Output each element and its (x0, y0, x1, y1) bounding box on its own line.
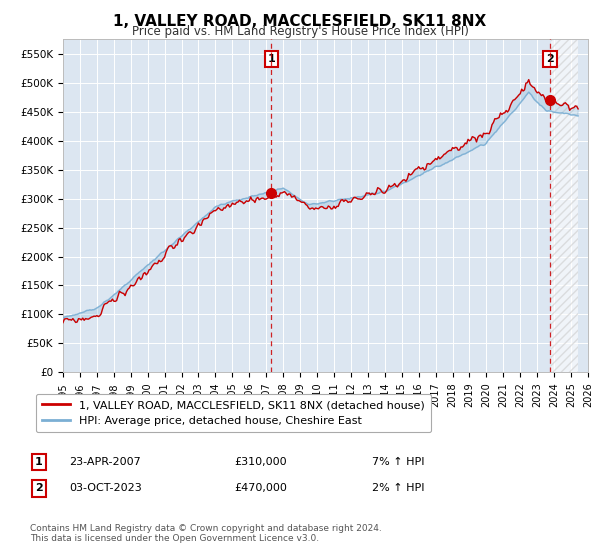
Text: Contains HM Land Registry data © Crown copyright and database right 2024.
This d: Contains HM Land Registry data © Crown c… (30, 524, 382, 543)
Text: £470,000: £470,000 (234, 483, 287, 493)
Text: 23-APR-2007: 23-APR-2007 (69, 457, 141, 467)
Text: 2% ↑ HPI: 2% ↑ HPI (372, 483, 425, 493)
Text: 2: 2 (546, 54, 554, 64)
Text: 1: 1 (35, 457, 43, 467)
Text: 1, VALLEY ROAD, MACCLESFIELD, SK11 8NX: 1, VALLEY ROAD, MACCLESFIELD, SK11 8NX (113, 14, 487, 29)
Text: Price paid vs. HM Land Registry's House Price Index (HPI): Price paid vs. HM Land Registry's House … (131, 25, 469, 38)
Legend: 1, VALLEY ROAD, MACCLESFIELD, SK11 8NX (detached house), HPI: Average price, det: 1, VALLEY ROAD, MACCLESFIELD, SK11 8NX (… (35, 394, 431, 432)
Text: 2: 2 (35, 483, 43, 493)
Text: 7% ↑ HPI: 7% ↑ HPI (372, 457, 425, 467)
Text: 1: 1 (268, 54, 275, 64)
Text: 03-OCT-2023: 03-OCT-2023 (69, 483, 142, 493)
Text: £310,000: £310,000 (234, 457, 287, 467)
